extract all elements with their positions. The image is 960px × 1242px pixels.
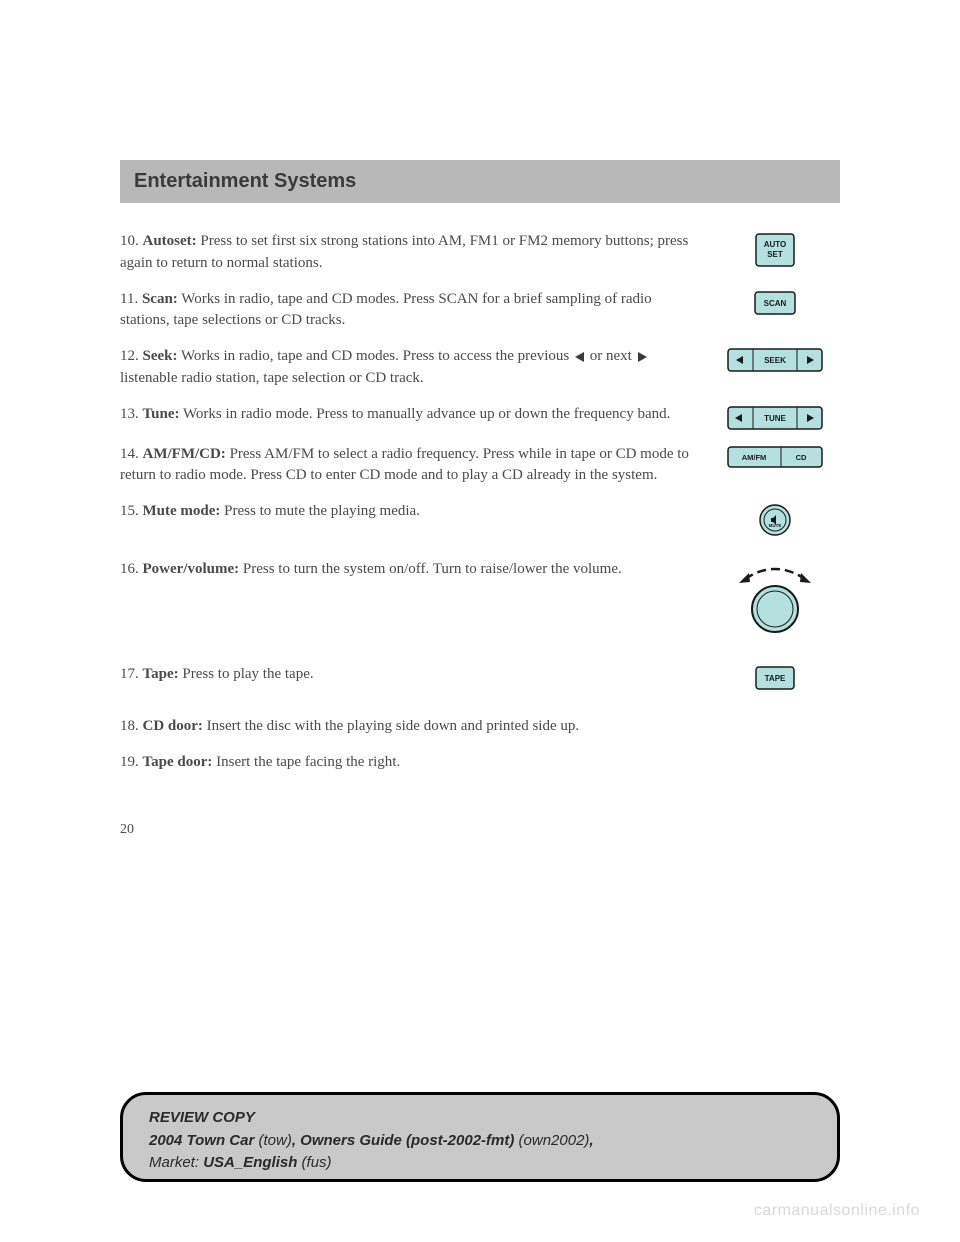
bold: Seek:	[143, 348, 178, 364]
item-tapedoor: 19. Tape door: Insert the tape facing th…	[120, 752, 840, 774]
num: 10.	[120, 233, 139, 249]
num: 19.	[120, 754, 139, 770]
item-amfmcd: 14. AM/FM/CD: Press AM/FM to select a ra…	[120, 444, 840, 488]
num: 12.	[120, 348, 139, 364]
rest: Press to turn the system on/off. Turn to…	[239, 561, 622, 577]
icon-amfmcd: AM/FM CD	[710, 444, 840, 468]
icon-volume	[710, 559, 840, 636]
bold: Tape door:	[143, 754, 213, 770]
item-text: 13. Tune: Works in radio mode. Press to …	[120, 404, 710, 426]
num: 13.	[120, 406, 139, 422]
bold: CD door:	[143, 718, 203, 734]
footer-l2a: 2004 Town Car	[149, 1132, 254, 1149]
item-mute: 15. Mute mode: Press to mute the playing…	[120, 501, 840, 537]
footer-l3a: Market:	[149, 1154, 203, 1171]
rest: Press to mute the playing media.	[220, 503, 420, 519]
footer-l2e: (own2002)	[514, 1132, 589, 1149]
num: 17.	[120, 666, 139, 682]
rest: Press to play the tape.	[179, 666, 314, 682]
footer-l2d: Owners Guide (post-2002-fmt)	[300, 1132, 514, 1149]
num: 11.	[120, 291, 138, 307]
bold: Autoset:	[143, 233, 197, 249]
item-tune: 13. Tune: Works in radio mode. Press to …	[120, 404, 840, 430]
item-text: 10. Autoset: Press to set first six stro…	[120, 231, 710, 275]
footer-l2c: ,	[292, 1132, 300, 1149]
triangle-right-icon	[638, 352, 647, 362]
rest: Works in radio mode. Press to manually a…	[179, 406, 670, 422]
icon-seek: SEEK	[710, 346, 840, 372]
bold: AM/FM/CD:	[143, 446, 226, 462]
svg-text:TAPE: TAPE	[765, 674, 786, 683]
icon-mute: MUTE	[710, 501, 840, 537]
bold: Power/volume:	[143, 561, 240, 577]
footer-l1: REVIEW COPY	[149, 1109, 255, 1126]
item-text: 11. Scan: Works in radio, tape and CD mo…	[120, 289, 710, 333]
triangle-left-icon	[575, 352, 584, 362]
footer-box: REVIEW COPY 2004 Town Car (tow), Owners …	[120, 1092, 840, 1182]
rest: Works in radio, tape and CD modes. Press…	[120, 291, 652, 329]
svg-text:SCAN: SCAN	[764, 299, 787, 308]
rest: Insert the disc with the playing side do…	[203, 718, 579, 734]
item-seek: 12. Seek: Works in radio, tape and CD mo…	[120, 346, 840, 390]
num: 15.	[120, 503, 139, 519]
footer-l2f: ,	[589, 1132, 593, 1149]
svg-text:SEEK: SEEK	[764, 356, 786, 365]
bold: Mute mode:	[143, 503, 221, 519]
num: 18.	[120, 718, 139, 734]
section-header: Entertainment Systems	[120, 160, 840, 203]
item-volume: 16. Power/volume: Press to turn the syst…	[120, 559, 840, 636]
item-text: 18. CD door: Insert the disc with the pl…	[120, 716, 840, 738]
item-scan: 11. Scan: Works in radio, tape and CD mo…	[120, 289, 840, 333]
item-text: 12. Seek: Works in radio, tape and CD mo…	[120, 346, 710, 390]
svg-text:TUNE: TUNE	[764, 414, 786, 423]
watermark: carmanualsonline.info	[754, 1202, 920, 1220]
icon-scan: SCAN	[710, 289, 840, 315]
rest: Press to set first six strong stations i…	[120, 233, 688, 271]
bold: Tune:	[143, 406, 180, 422]
footer-l3c: (fus)	[297, 1154, 331, 1171]
item-autoset: 10. Autoset: Press to set first six stro…	[120, 231, 840, 275]
rest-a: Works in radio, tape and CD modes. Press…	[178, 348, 574, 364]
item-text: 17. Tape: Press to play the tape.	[120, 664, 710, 686]
num: 16.	[120, 561, 139, 577]
item-text: 14. AM/FM/CD: Press AM/FM to select a ra…	[120, 444, 710, 488]
page-number: 20	[120, 822, 840, 838]
bold: Tape:	[143, 666, 179, 682]
icon-autoset: AUTO SET	[710, 231, 840, 267]
rest-c: listenable radio station, tape selection…	[120, 370, 424, 386]
item-cddoor: 18. CD door: Insert the disc with the pl…	[120, 716, 840, 738]
svg-text:AM/FM: AM/FM	[742, 453, 767, 462]
item-text: 19. Tape door: Insert the tape facing th…	[120, 752, 840, 774]
bold: Scan:	[142, 291, 178, 307]
footer-l2b: (tow)	[254, 1132, 292, 1149]
item-tape: 17. Tape: Press to play the tape. TAPE	[120, 664, 840, 690]
page-content: Entertainment Systems 10. Autoset: Press…	[120, 160, 840, 838]
icon-tape: TAPE	[710, 664, 840, 690]
num: 14.	[120, 446, 139, 462]
svg-text:CD: CD	[796, 453, 807, 462]
item-text: 15. Mute mode: Press to mute the playing…	[120, 501, 710, 523]
icon-tune: TUNE	[710, 404, 840, 430]
svg-text:MUTE: MUTE	[769, 523, 782, 528]
svg-text:SET: SET	[767, 250, 783, 259]
svg-text:AUTO: AUTO	[764, 240, 787, 249]
item-text: 16. Power/volume: Press to turn the syst…	[120, 559, 710, 581]
rest-b: or next	[586, 348, 636, 364]
rest: Insert the tape facing the right.	[212, 754, 400, 770]
footer-l3b: USA_English	[203, 1154, 297, 1171]
